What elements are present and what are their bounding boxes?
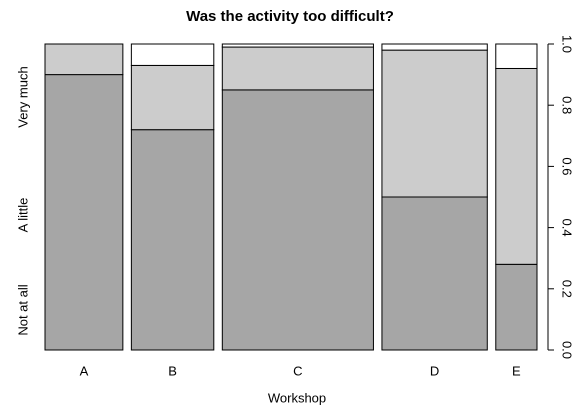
- x-tick-label: D: [430, 363, 439, 378]
- y-tick-label: 1.0: [560, 35, 575, 53]
- y-tick-label: 0.0: [560, 341, 575, 359]
- segment: [381, 43, 488, 51]
- x-tick-label: E: [512, 363, 521, 378]
- y-tick-label: 0.8: [560, 96, 575, 114]
- segment: [495, 67, 538, 265]
- x-tick-label: C: [293, 363, 302, 378]
- segment: [221, 89, 374, 351]
- segment: [44, 43, 124, 76]
- chart-title: Was the activity too difficult?: [186, 8, 394, 25]
- legend-label: Very much: [15, 66, 30, 127]
- segment: [221, 43, 374, 48]
- segment: [221, 46, 374, 91]
- segment: [495, 43, 538, 69]
- segment: [381, 49, 488, 198]
- segment: [381, 196, 488, 351]
- y-tick-label: 0.4: [560, 219, 575, 237]
- x-tick-label: B: [168, 363, 177, 378]
- segment: [130, 64, 215, 131]
- legend-label: Not at all: [15, 284, 30, 335]
- segment: [130, 43, 215, 66]
- legend-label: A little: [15, 198, 30, 233]
- segment: [44, 74, 124, 351]
- y-tick-label: 0.2: [560, 280, 575, 298]
- x-axis-label: Workshop: [268, 390, 326, 405]
- segment: [495, 263, 538, 351]
- segment: [130, 129, 215, 351]
- y-tick-label: 0.6: [560, 157, 575, 175]
- x-tick-label: A: [80, 363, 89, 378]
